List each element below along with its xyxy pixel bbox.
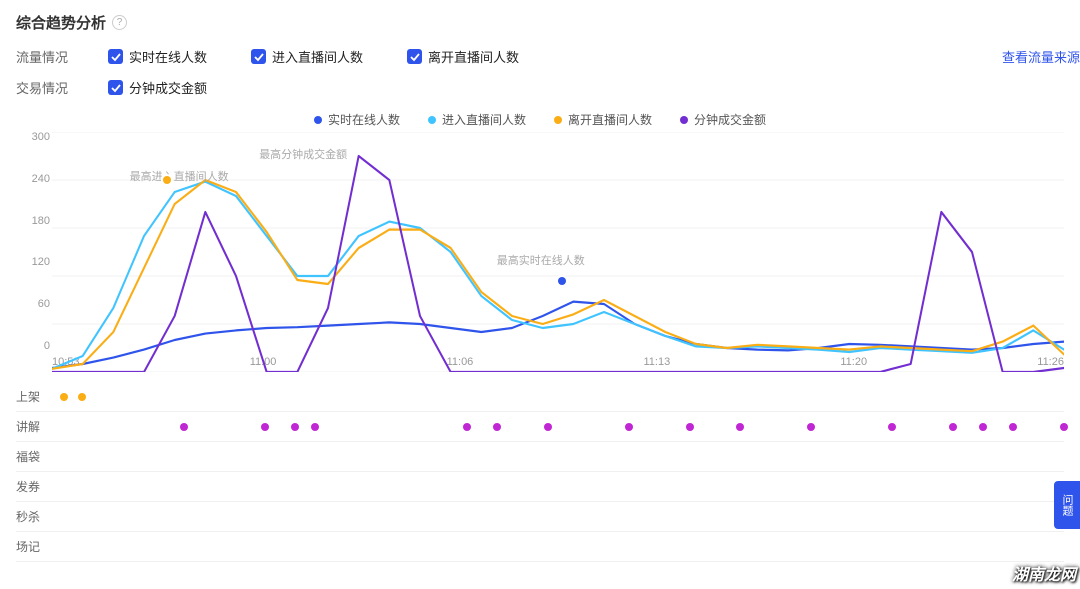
event-row-场记: 场记 xyxy=(16,532,1064,562)
trend-chart: 300240180120600 最高进入直播间人数最高分钟成交金额最高实时在线人… xyxy=(0,132,1080,372)
y-axis: 300 240 180 120 60 0 xyxy=(16,132,50,352)
event-dot[interactable] xyxy=(888,423,896,431)
checkbox-icon xyxy=(407,49,422,64)
event-label: 讲解 xyxy=(16,418,52,435)
event-track xyxy=(52,442,1064,471)
checkbox-icon xyxy=(108,49,123,64)
event-track xyxy=(52,532,1064,561)
y-tick: 60 xyxy=(16,299,50,310)
legend-label: 实时在线人数 xyxy=(328,111,400,128)
event-row-讲解: 讲解 xyxy=(16,412,1064,442)
event-dot[interactable] xyxy=(807,423,815,431)
checkbox-离开直播间人数[interactable]: 离开直播间人数 xyxy=(407,47,519,66)
y-tick: 120 xyxy=(16,257,50,268)
traffic-filter-row: 流量情况 实时在线人数 进入直播间人数 离开直播间人数 查看流量来源 xyxy=(0,41,1080,72)
event-label: 秒杀 xyxy=(16,508,52,525)
help-icon[interactable]: ? xyxy=(112,15,127,30)
event-dot[interactable] xyxy=(736,423,744,431)
view-source-link[interactable]: 查看流量来源 xyxy=(1002,47,1080,66)
event-dot[interactable] xyxy=(949,423,957,431)
event-label: 场记 xyxy=(16,538,52,555)
legend-dot-icon xyxy=(428,116,436,124)
checkbox-icon xyxy=(251,49,266,64)
event-dot[interactable] xyxy=(463,423,471,431)
watermark: 湖南龙网 xyxy=(1012,561,1076,585)
event-timeline: 上架讲解福袋发券秒杀场记 xyxy=(0,376,1080,562)
event-dot[interactable] xyxy=(686,423,694,431)
trade-label: 交易情况 xyxy=(16,78,76,97)
checkbox-进入直播间人数[interactable]: 进入直播间人数 xyxy=(251,47,363,66)
event-track xyxy=(52,502,1064,531)
event-dot[interactable] xyxy=(544,423,552,431)
y-tick: 180 xyxy=(16,216,50,227)
event-dot[interactable] xyxy=(1009,423,1017,431)
event-row-发券: 发券 xyxy=(16,472,1064,502)
event-dot[interactable] xyxy=(291,423,299,431)
checkbox-分钟成交金额[interactable]: 分钟成交金额 xyxy=(108,78,207,97)
checkbox-label: 进入直播间人数 xyxy=(272,47,363,66)
legend-item[interactable]: 离开直播间人数 xyxy=(554,111,652,128)
event-track xyxy=(52,382,1064,411)
checkbox-label: 实时在线人数 xyxy=(129,47,207,66)
event-track xyxy=(52,472,1064,501)
trade-filter-row: 交易情况 分钟成交金额 xyxy=(0,72,1080,103)
event-label: 福袋 xyxy=(16,448,52,465)
event-dot[interactable] xyxy=(60,393,68,401)
legend-dot-icon xyxy=(314,116,322,124)
event-row-秒杀: 秒杀 xyxy=(16,502,1064,532)
event-label: 发券 xyxy=(16,478,52,495)
legend-dot-icon xyxy=(680,116,688,124)
event-dot[interactable] xyxy=(78,393,86,401)
event-dot[interactable] xyxy=(180,423,188,431)
event-track xyxy=(52,412,1064,441)
legend-item[interactable]: 进入直播间人数 xyxy=(428,111,526,128)
y-tick: 0 xyxy=(16,341,50,352)
y-tick: 240 xyxy=(16,174,50,185)
event-dot[interactable] xyxy=(261,423,269,431)
checkbox-label: 离开直播间人数 xyxy=(428,47,519,66)
traffic-label: 流量情况 xyxy=(16,47,76,66)
feedback-button[interactable]: 问题 xyxy=(1054,481,1080,529)
checkbox-实时在线人数[interactable]: 实时在线人数 xyxy=(108,47,207,66)
page-title: 综合趋势分析 xyxy=(16,12,106,33)
legend-dot-icon xyxy=(554,116,562,124)
chart-marker xyxy=(558,277,566,285)
checkbox-icon xyxy=(108,80,123,95)
event-dot[interactable] xyxy=(1060,423,1068,431)
chart-legend: 实时在线人数 进入直播间人数 离开直播间人数 分钟成交金额 xyxy=(0,103,1080,132)
event-dot[interactable] xyxy=(625,423,633,431)
event-row-上架: 上架 xyxy=(16,382,1064,412)
y-tick: 300 xyxy=(16,132,50,143)
legend-label: 离开直播间人数 xyxy=(568,111,652,128)
event-dot[interactable] xyxy=(311,423,319,431)
chart-canvas xyxy=(52,132,1064,372)
legend-item[interactable]: 实时在线人数 xyxy=(314,111,400,128)
checkbox-label: 分钟成交金额 xyxy=(129,78,207,97)
chart-marker xyxy=(163,176,171,184)
legend-label: 进入直播间人数 xyxy=(442,111,526,128)
event-dot[interactable] xyxy=(493,423,501,431)
legend-item[interactable]: 分钟成交金额 xyxy=(680,111,766,128)
event-row-福袋: 福袋 xyxy=(16,442,1064,472)
event-label: 上架 xyxy=(16,388,52,405)
event-dot[interactable] xyxy=(979,423,987,431)
legend-label: 分钟成交金额 xyxy=(694,111,766,128)
